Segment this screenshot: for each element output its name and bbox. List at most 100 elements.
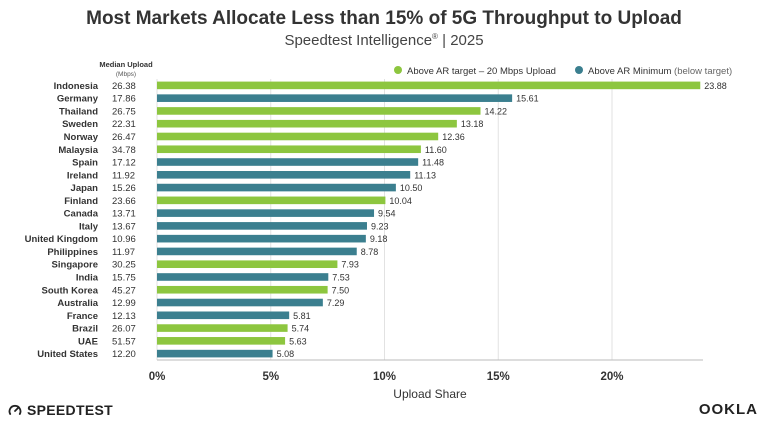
- data-label: 7.53: [332, 272, 350, 282]
- bar: [157, 349, 273, 358]
- data-label: 11.13: [414, 170, 436, 180]
- subtitle-year: | 2025: [442, 32, 484, 49]
- bar: [157, 132, 439, 141]
- data-label: 9.54: [378, 209, 396, 219]
- category-label: Italy: [79, 221, 99, 232]
- bar: [157, 285, 328, 294]
- category-label: United States: [37, 349, 98, 360]
- median-upload-value: 13.71: [112, 209, 136, 220]
- speedtest-logo: SPEEDTEST: [8, 402, 113, 418]
- data-label: 8.78: [361, 247, 379, 257]
- median-upload-value: 34.78: [112, 145, 136, 156]
- bar: [157, 311, 290, 320]
- data-label: 7.50: [332, 285, 350, 295]
- x-tick-label: 15%: [487, 371, 510, 383]
- data-label: 10.04: [389, 196, 412, 206]
- speedometer-icon: [8, 404, 22, 415]
- data-label: 9.23: [371, 221, 389, 231]
- median-upload-value: 23.66: [112, 196, 136, 207]
- data-label: 5.08: [277, 349, 295, 359]
- legend-label: Above AR target – 20 Mbps Upload: [407, 66, 556, 77]
- median-upload-value: 26.47: [112, 132, 136, 143]
- category-label: Sweden: [62, 119, 98, 130]
- median-upload-value: 26.07: [112, 324, 136, 335]
- speedtest-logo-text: SPEEDTEST: [27, 402, 113, 418]
- legend-marker: [575, 66, 583, 74]
- category-label: Germany: [57, 94, 99, 105]
- median-upload-value: 10.96: [112, 234, 136, 245]
- x-tick-label: 5%: [262, 371, 279, 383]
- category-label: Norway: [64, 132, 99, 143]
- bar: [157, 94, 513, 102]
- data-label: 13.18: [461, 119, 484, 129]
- median-upload-value: 15.26: [112, 183, 136, 194]
- category-label: Malaysia: [58, 145, 98, 156]
- median-upload-value: 12.20: [112, 349, 136, 360]
- bar: [157, 183, 396, 192]
- data-label: 7.29: [327, 298, 345, 308]
- bar: [157, 107, 481, 115]
- registered-mark: ®: [432, 32, 438, 41]
- median-upload-value: 22.31: [112, 119, 136, 130]
- data-label: 5.81: [293, 311, 311, 321]
- median-upload-value: 45.27: [112, 285, 136, 296]
- bar: [157, 170, 411, 179]
- bar: [157, 298, 323, 307]
- median-upload-value: 12.13: [112, 311, 136, 322]
- data-label: 9.18: [370, 234, 388, 244]
- category-label: United Kingdom: [25, 234, 98, 245]
- chart-subtitle: Speedtest Intelligence® | 2025: [0, 32, 768, 49]
- median-upload-value: 26.38: [112, 81, 136, 92]
- category-label: Ireland: [67, 170, 98, 181]
- category-label: South Korea: [42, 285, 99, 296]
- category-label: France: [67, 311, 98, 322]
- ookla-logo: OOKLA: [698, 401, 758, 418]
- category-label: Indonesia: [54, 81, 99, 92]
- bar: [157, 81, 701, 90]
- category-label: Singapore: [52, 260, 98, 271]
- legend-marker: [394, 66, 402, 74]
- bar: [157, 247, 357, 256]
- data-label: 5.74: [292, 324, 310, 334]
- bar: [157, 119, 457, 128]
- data-label: 11.60: [425, 145, 447, 155]
- median-upload-value: 13.67: [112, 221, 136, 232]
- category-label: Japan: [71, 183, 99, 194]
- median-upload-value: 11.97: [112, 247, 135, 258]
- median-upload-unit: (Mbps): [116, 71, 136, 78]
- data-label: 5.63: [289, 336, 307, 346]
- median-upload-value: 11.92: [112, 170, 135, 181]
- category-label: UAE: [78, 336, 98, 347]
- x-tick-label: 20%: [600, 371, 623, 383]
- category-label: Canada: [64, 209, 99, 220]
- median-upload-value: 26.75: [112, 106, 136, 117]
- bar: [157, 222, 367, 230]
- category-label: Australia: [57, 298, 98, 309]
- x-axis-label: Upload Share: [393, 387, 467, 401]
- data-label: 14.22: [485, 106, 508, 116]
- median-upload-value: 51.57: [112, 336, 136, 347]
- category-label: Spain: [72, 158, 98, 169]
- data-label: 11.48: [422, 158, 444, 168]
- category-label: Philippines: [47, 247, 98, 258]
- legend-label-suffix: (below target): [671, 66, 732, 77]
- bar: [157, 209, 375, 217]
- bar: [157, 196, 386, 205]
- data-label: 12.36: [442, 132, 465, 142]
- category-label: Brazil: [72, 324, 98, 335]
- bar: [157, 145, 421, 154]
- median-upload-value: 12.99: [112, 298, 136, 309]
- data-label: 15.61: [516, 94, 539, 104]
- category-label: Finland: [64, 196, 98, 207]
- bar: [157, 273, 329, 281]
- data-label: 10.50: [400, 183, 423, 193]
- median-upload-header: Median Upload: [99, 60, 153, 69]
- median-upload-value: 17.86: [112, 94, 136, 105]
- x-tick-label: 10%: [373, 371, 396, 383]
- bar: [157, 234, 366, 243]
- category-label: India: [76, 272, 99, 283]
- bar: [157, 158, 419, 166]
- data-label: 23.88: [704, 81, 727, 91]
- subtitle-source: Speedtest Intelligence: [284, 32, 433, 49]
